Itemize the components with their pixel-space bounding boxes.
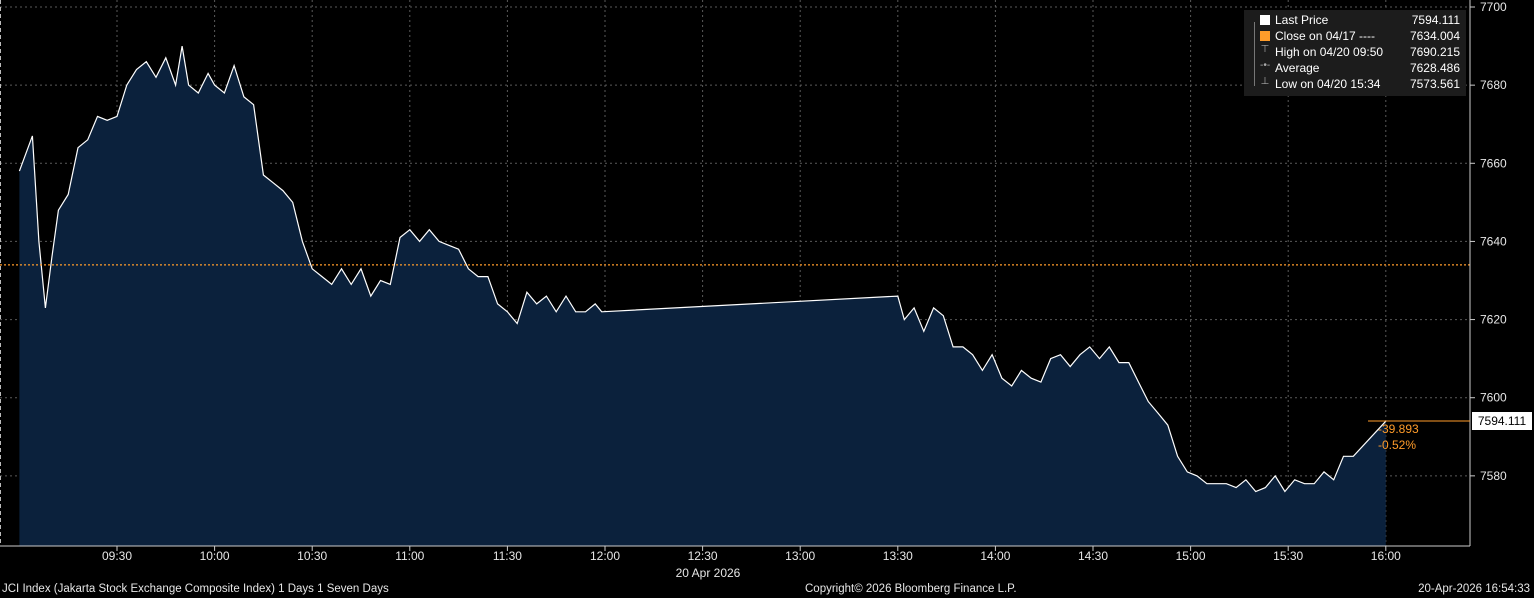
footer-instrument: JCI Index (Jakarta Stock Exchange Compos… (2, 583, 389, 595)
axes (0, 0, 1475, 551)
x-tick-label: 10:00 (200, 549, 230, 563)
price-line (18, 46, 1387, 493)
y-tick-label: 7580 (1480, 469, 1507, 483)
orange-square-icon (1260, 31, 1270, 41)
change-percent: -0.52% (1378, 438, 1416, 452)
legend-box: Last Price 7594.111 Close on 04/17 ---- … (1244, 10, 1466, 96)
last-price-tag (1472, 412, 1532, 430)
legend-row-average[interactable]: -•- Average 7628.486 (1260, 60, 1460, 75)
x-tick-label: 13:30 (883, 549, 913, 563)
x-tick-label: 15:00 (1176, 549, 1206, 563)
x-tick-label: 12:30 (688, 549, 718, 563)
low-marker-icon: ⊥ (1260, 76, 1270, 87)
y-tick-label: 7640 (1480, 234, 1507, 248)
x-tick-label: 16:00 (1371, 549, 1401, 563)
legend-tree-line (1254, 22, 1255, 86)
x-axis-labels: 09:30 10:00 10:30 11:00 11:30 12:00 12:30 13:00… (102, 549, 1401, 563)
y-tick-label: 7600 (1480, 391, 1507, 405)
y-tick-label: 7680 (1480, 78, 1507, 92)
white-square-icon (1260, 15, 1270, 25)
x-tick-label: 10:30 (297, 549, 327, 563)
x-tick-label: 11:30 (493, 549, 522, 563)
x-tick-label: 13:00 (785, 549, 815, 563)
legend-row-high[interactable]: ⊤ High on 04/20 09:50 7690.215 (1260, 44, 1460, 59)
average-marker-icon: -•- (1260, 60, 1271, 71)
x-tick-label: 12:00 (590, 549, 620, 563)
x-tick-label: 15:30 (1273, 549, 1303, 563)
footer-timestamp: 20-Apr-2026 16:54:33 (1418, 583, 1530, 595)
x-tick-label: 14:00 (980, 549, 1010, 563)
last-price-tag-text: 7594.111 (1478, 414, 1527, 428)
footer-bar: JCI Index (Jakarta Stock Exchange Compos… (0, 580, 1534, 598)
x-tick-label: 11:00 (395, 549, 424, 563)
y-tick-label: 7660 (1480, 156, 1507, 170)
date-label: 20 Apr 2026 (676, 566, 741, 580)
x-tick-label: 14:30 (1078, 549, 1108, 563)
legend-row-close[interactable]: Close on 04/17 ---- 7634.004 (1244, 28, 1466, 44)
intraday-chart: 7580 7600 7620 7640 7660 7680 7700 09:30 10:00 1… (0, 0, 1532, 580)
y-tick-label: 7620 (1480, 313, 1507, 327)
y-axis-labels: 7580 7600 7620 7640 7660 7680 7700 (1480, 0, 1507, 483)
footer-copyright: Copyright© 2026 Bloomberg Finance L.P. (805, 583, 1017, 595)
y-tick-label: 7700 (1480, 0, 1507, 14)
high-marker-icon: ⊤ (1260, 44, 1270, 55)
legend-row-low[interactable]: ⊥ Low on 04/20 15:34 7573.561 (1260, 76, 1460, 91)
legend-row-last-price[interactable]: Last Price 7594.111 (1244, 12, 1466, 28)
x-tick-label: 09:30 (102, 549, 132, 563)
price-area (19, 46, 1386, 546)
change-value: -39.893 (1378, 422, 1419, 436)
